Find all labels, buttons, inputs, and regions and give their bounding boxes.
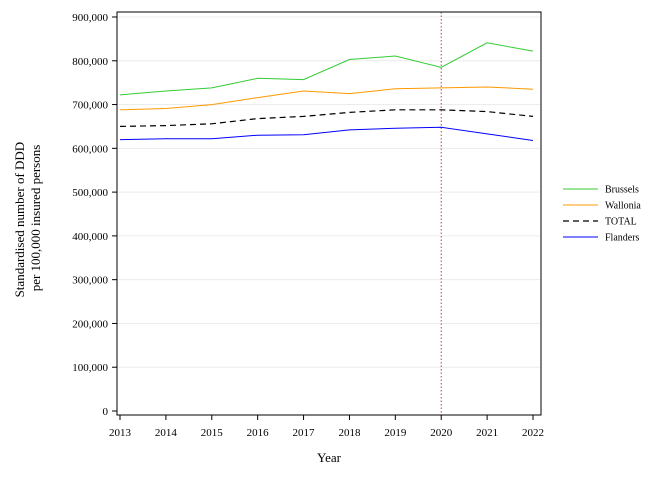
x-tick-label: 2021: [476, 427, 498, 439]
y-axis-title-line-1: Standardised number of DDD: [12, 142, 27, 298]
series-lines: [119, 42, 534, 141]
y-tick-label: 600,000: [72, 143, 108, 155]
series-line-wallonia: [119, 86, 534, 111]
y-tick-label: 500,000: [72, 187, 108, 199]
y-tick-label: 700,000: [72, 100, 108, 112]
y-tick-label: 0: [103, 406, 109, 418]
y-axis-title: Standardised number of DDD per 100,000 i…: [12, 139, 43, 298]
y-axis-title-line-2: per 100,000 insured persons: [28, 145, 43, 292]
series-line-brussels: [119, 42, 534, 96]
x-axis: 2013 2014 2015 2016 2017 2018 2019 2020 2021 2022: [109, 415, 544, 439]
x-tick-label: 2014: [155, 427, 178, 439]
legend-label-wallonia: Wallonia: [605, 201, 641, 212]
y-tick-label: 300,000: [72, 275, 108, 287]
y-tick-label: 900,000: [72, 12, 108, 24]
x-tick-label: 2022: [522, 427, 544, 439]
series-line-flanders: [119, 126, 534, 141]
y-axis: 0 100,000 200,000 300,000 400,000 500,000 600,…: [72, 12, 117, 418]
x-tick-label: 2017: [293, 427, 316, 439]
legend-label-brussels: Brussels: [605, 185, 639, 196]
y-tick-label: 100,000: [72, 362, 108, 374]
legend-label-flanders: Flanders: [605, 233, 640, 244]
x-tick-label: 2013: [109, 427, 132, 439]
x-axis-title: Year: [317, 450, 342, 465]
x-tick-label: 2016: [247, 427, 270, 439]
gridlines: [118, 16, 540, 368]
legend-label-total: TOTAL: [605, 217, 637, 228]
x-tick-label: 2018: [338, 427, 361, 439]
legend: Brussels Wallonia TOTAL Flanders: [563, 185, 641, 244]
x-tick-label: 2020: [430, 427, 453, 439]
x-tick-label: 2019: [384, 427, 407, 439]
plot-frame: [116, 11, 542, 416]
y-tick-label: 200,000: [72, 318, 108, 330]
x-tick-label: 2015: [201, 427, 224, 439]
y-tick-label: 400,000: [72, 231, 108, 243]
series-line-total: [119, 109, 534, 127]
y-tick-label: 800,000: [72, 56, 108, 68]
